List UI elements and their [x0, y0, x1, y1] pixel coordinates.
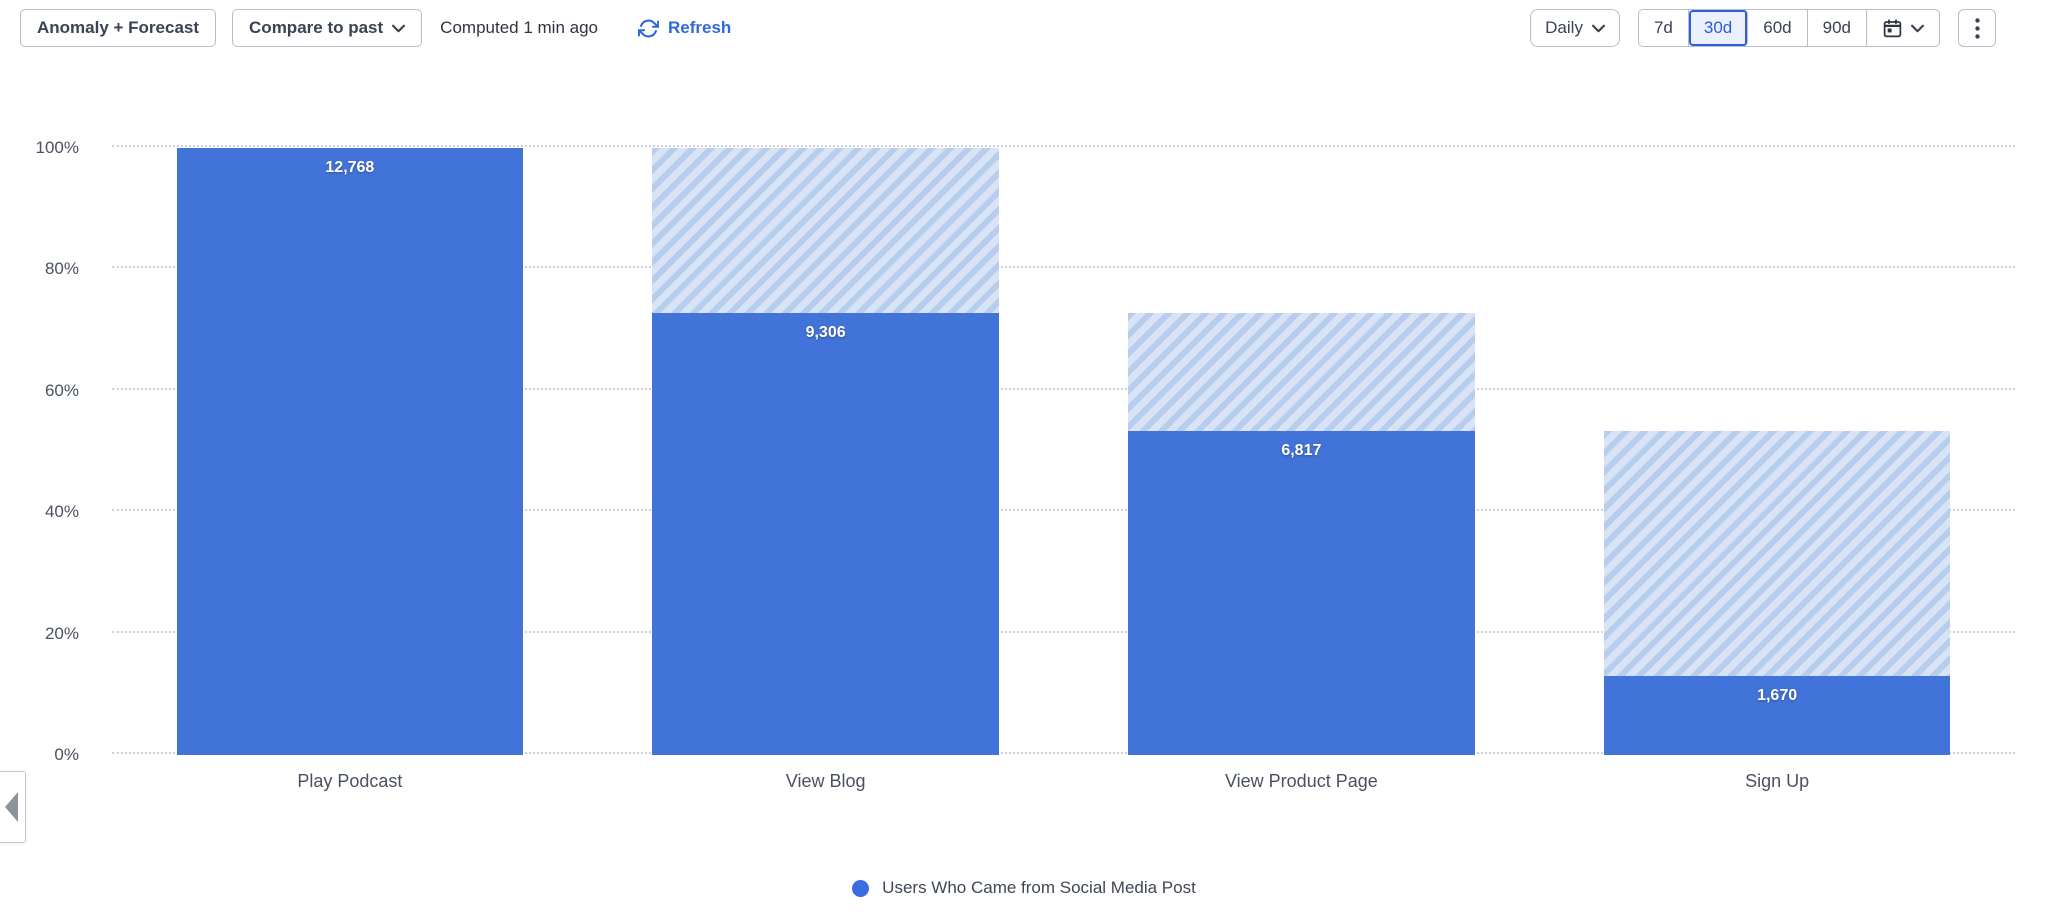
funnel-step-column: 1,670 Sign Up — [1539, 148, 2015, 791]
bar-value-label: 1,670 — [1757, 686, 1798, 704]
y-axis-tick-label: 0% — [54, 745, 79, 764]
gridline — [112, 387, 2015, 390]
y-axis-tick-label: 80% — [44, 259, 79, 279]
bar-value-label: 6,817 — [1281, 441, 1322, 459]
x-axis-category-label: Play Podcast — [297, 771, 403, 791]
bar-segment[interactable]: 1,670 — [1603, 675, 1951, 755]
bar-value-label: 12,768 — [325, 159, 375, 176]
gridline — [112, 266, 2015, 269]
interval-label: Daily — [1545, 18, 1583, 37]
kebab-icon — [1974, 17, 1980, 39]
y-axis-tick-label: 100% — [35, 138, 79, 157]
interval-dropdown[interactable]: Daily — [1530, 9, 1620, 47]
refresh-label: Refresh — [668, 18, 732, 37]
toolbar: Anomaly + Forecast Compare to past Compu… — [20, 8, 1996, 48]
computed-status-text: Computed 1 min ago — [440, 18, 598, 37]
triangle-left-icon — [5, 792, 18, 822]
toolbar-right-group: Daily 7d 30d 60d 90d — [1530, 9, 1996, 47]
gridline — [112, 509, 2015, 512]
custom-date-range-button[interactable] — [1867, 10, 1939, 46]
gridline — [112, 630, 2015, 633]
toolbar-left-group: Anomaly + Forecast Compare to past Compu… — [20, 9, 737, 47]
range-7d-button[interactable]: 7d — [1639, 10, 1689, 46]
panel-collapse-handle[interactable] — [0, 771, 26, 843]
refresh-button[interactable]: Refresh — [632, 17, 737, 40]
refresh-icon — [638, 18, 659, 39]
dropoff-hatch-segment[interactable] — [1603, 430, 1951, 676]
gridline — [112, 145, 2015, 147]
bar-segment[interactable]: 12,768 — [176, 148, 524, 755]
y-axis-tick-label: 40% — [44, 502, 79, 522]
bar-segment[interactable]: 6,817 — [1128, 430, 1475, 755]
compare-to-past-label: Compare to past — [249, 18, 384, 37]
x-axis-category-label: View Blog — [785, 771, 866, 791]
chevron-down-icon — [1591, 24, 1605, 33]
calendar-icon — [1882, 18, 1903, 39]
funnel-step-column: 6,817 View Product Page — [1064, 148, 1540, 791]
plot-area: 0% 20% 40% 60% 80% 100% 12,768 Play Podcast 9,30… — [36, 138, 2015, 791]
date-range-segmented-control: 7d 30d 60d 90d — [1637, 9, 1940, 47]
y-axis-tick-label: 20% — [44, 623, 79, 643]
chart-legend[interactable]: Users Who Came from Social Media Post — [0, 878, 2048, 898]
bar-segment[interactable]: 9,306 — [652, 312, 999, 755]
legend-dot-icon — [852, 879, 870, 897]
legend-series-label: Users Who Came from Social Media Post — [882, 878, 1196, 897]
bar-value-label: 9,306 — [805, 323, 846, 341]
chevron-down-icon — [392, 24, 406, 33]
range-30d-button[interactable]: 30d — [1688, 10, 1749, 46]
funnel-step-column: 9,306 View Blog — [588, 148, 1064, 791]
anomaly-forecast-button[interactable]: Anomaly + Forecast — [20, 9, 217, 47]
chevron-down-icon — [1911, 24, 1924, 33]
compare-to-past-dropdown[interactable]: Compare to past — [232, 9, 423, 47]
gridline — [112, 752, 2015, 754]
x-axis-category-label: View Product Page — [1224, 771, 1378, 791]
y-axis-tick-label: 60% — [44, 380, 79, 400]
range-90d-button[interactable]: 90d — [1808, 10, 1867, 46]
range-60d-button[interactable]: 60d — [1748, 10, 1808, 46]
dropoff-hatch-segment[interactable] — [652, 148, 999, 313]
x-axis-category-label: Sign Up — [1745, 771, 1810, 791]
funnel-step-column: 12,768 Play Podcast — [112, 148, 588, 791]
dropoff-hatch-segment[interactable] — [1128, 312, 1475, 431]
more-options-button[interactable] — [1958, 9, 1996, 47]
